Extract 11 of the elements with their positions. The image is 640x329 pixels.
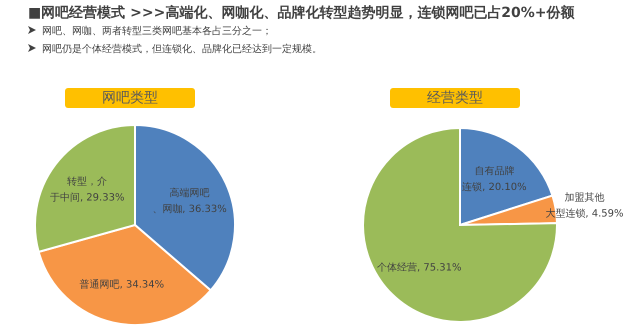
slice-label: 个体经营, 75.31% [377,262,462,274]
chart-title: 经营类型 [390,88,520,108]
slice-label: 加盟其他大型连锁, 4.59% [545,191,624,220]
chart-title: 网吧类型 [65,88,195,108]
slice-label: 自有品牌连锁, 20.10% [462,165,527,194]
text: 网吧仍是个体经营模式，但连锁化、品牌化已经达到一定规模。 [42,44,322,55]
slice-label: 高端网吧、网咖, 36.33% [152,187,227,216]
slice-label: 普通网吧, 34.34% [80,278,164,291]
text: 网吧、网咖、两者转型三类网吧基本各占三分之一； [42,26,272,37]
slice-label: 转型，介于中间, 29.33% [50,176,124,204]
text: ■网吧经营模式 >>>高端化、网咖化、品牌化转型趋势明显，连锁网吧已占20%+份额 [28,5,575,21]
